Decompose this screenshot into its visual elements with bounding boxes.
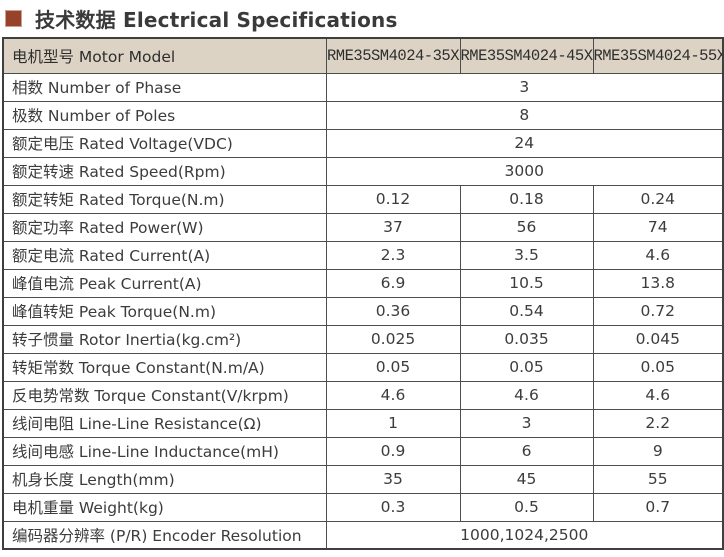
row-label: 线间电阻 Line-Line Resistance(Ω) [2, 408, 327, 438]
row-label: 编码器分辨率 (P/R) Encoder Resolution [2, 520, 327, 550]
row-value: 3.5 [459, 240, 594, 270]
table-row: 线间电阻 Line-Line Resistance(Ω) 1 3 2.2 [2, 408, 724, 438]
row-value: 3 [459, 408, 594, 438]
row-label: 线间电感 Line-Line Inductance(mH) [2, 436, 327, 466]
row-value: 1 [325, 408, 461, 438]
row-value: 4.6 [459, 380, 594, 410]
row-label: 额定转矩 Rated Torque(N.m) [2, 184, 327, 214]
row-value: 10.5 [459, 268, 594, 298]
row-value: 0.7 [592, 492, 724, 522]
table-row: 反电势常数 Torque Constant(V/krpm) 4.6 4.6 4.6 [2, 380, 724, 410]
table-row: 额定转矩 Rated Torque(N.m) 0.12 0.18 0.24 [2, 184, 724, 214]
row-value: 37 [325, 212, 461, 242]
row-label: 峰值电流 Peak Current(A) [2, 268, 327, 298]
row-value: 0.72 [592, 296, 724, 326]
row-value: 0.9 [325, 436, 461, 466]
model-column-1: RME35SM4024-35X [325, 37, 461, 74]
table-row: 额定功率 Rated Power(W) 37 56 74 [2, 212, 724, 242]
row-label: 转矩常数 Torque Constant(N.m/A) [2, 352, 327, 382]
table-row: 额定转速 Rated Speed(Rpm) 3000 [2, 156, 724, 186]
row-value: 9 [592, 436, 724, 466]
row-value: 0.05 [459, 352, 594, 382]
row-value: 0.035 [459, 324, 594, 354]
row-value: 0.36 [325, 296, 461, 326]
row-value: 56 [459, 212, 594, 242]
row-value-merged: 8 [325, 100, 724, 130]
row-value: 0.54 [459, 296, 594, 326]
table-row: 线间电感 Line-Line Inductance(mH) 0.9 6 9 [2, 436, 724, 466]
row-value: 0.05 [592, 352, 724, 382]
table-row: 转子惯量 Rotor Inertia(kg.cm²) 0.025 0.035 0.04… [2, 324, 724, 354]
row-label: 额定功率 Rated Power(W) [2, 212, 327, 242]
row-value-merged: 1000,1024,2500 [325, 520, 724, 550]
table-row: 额定电压 Rated Voltage(VDC) 24 [2, 128, 724, 158]
row-label: 额定电流 Rated Current(A) [2, 240, 327, 270]
row-label: 峰值转矩 Peak Torque(N.m) [2, 296, 327, 326]
table-row: 相数 Number of Phase 3 [2, 72, 724, 102]
row-value: 0.24 [592, 184, 724, 214]
row-value-merged: 24 [325, 128, 724, 158]
table-row: 极数 Number of Poles 8 [2, 100, 724, 130]
row-value: 74 [592, 212, 724, 242]
row-value: 13.8 [592, 268, 724, 298]
section-title-bar: 技术数据 Electrical Specifications [0, 0, 724, 32]
row-label: 额定电压 Rated Voltage(VDC) [2, 128, 327, 158]
page-title: 技术数据 Electrical Specifications [35, 8, 398, 32]
motor-model-header: 电机型号 Motor Model [2, 37, 327, 74]
spec-table-body: 电机型号 Motor Model RME35SM4024-35X RME35SM… [2, 37, 724, 550]
row-value: 4.6 [325, 380, 461, 410]
table-row: 电机重量 Weight(kg) 0.3 0.5 0.7 [2, 492, 724, 522]
row-value: 0.5 [459, 492, 594, 522]
table-row: 转矩常数 Torque Constant(N.m/A) 0.05 0.05 0.05 [2, 352, 724, 382]
table-row: 峰值转矩 Peak Torque(N.m) 0.36 0.54 0.72 [2, 296, 724, 326]
table-row: 编码器分辨率 (P/R) Encoder Resolution 1000,1024… [2, 520, 724, 550]
row-label: 反电势常数 Torque Constant(V/krpm) [2, 380, 327, 410]
row-value: 0.05 [325, 352, 461, 382]
row-value: 2.2 [592, 408, 724, 438]
row-value: 6 [459, 436, 594, 466]
row-value-merged: 3000 [325, 156, 724, 186]
row-value: 45 [459, 464, 594, 494]
model-column-2: RME35SM4024-45X [459, 37, 594, 74]
row-value: 6.9 [325, 268, 461, 298]
row-value: 55 [592, 464, 724, 494]
row-value-merged: 3 [325, 72, 724, 102]
row-label: 相数 Number of Phase [2, 72, 327, 102]
row-value: 0.045 [592, 324, 724, 354]
row-label: 电机重量 Weight(kg) [2, 492, 327, 522]
table-header-row: 电机型号 Motor Model RME35SM4024-35X RME35SM… [2, 37, 724, 74]
table-row: 机身长度 Length(mm) 35 45 55 [2, 464, 724, 494]
row-value: 2.3 [325, 240, 461, 270]
row-label: 机身长度 Length(mm) [2, 464, 327, 494]
table-row: 峰值电流 Peak Current(A) 6.9 10.5 13.8 [2, 268, 724, 298]
row-label: 额定转速 Rated Speed(Rpm) [2, 156, 327, 186]
row-value: 0.3 [325, 492, 461, 522]
row-value: 35 [325, 464, 461, 494]
model-column-3: RME35SM4024-55X [592, 37, 724, 74]
table-row: 额定电流 Rated Current(A) 2.3 3.5 4.6 [2, 240, 724, 270]
row-label: 转子惯量 Rotor Inertia(kg.cm²) [2, 324, 327, 354]
row-value: 0.18 [459, 184, 594, 214]
row-value: 0.025 [325, 324, 461, 354]
row-value: 0.12 [325, 184, 461, 214]
row-value: 4.6 [592, 240, 724, 270]
section-bullet-icon [5, 10, 22, 27]
electrical-specifications-table: 电机型号 Motor Model RME35SM4024-35X RME35SM… [2, 37, 724, 550]
row-label: 极数 Number of Poles [2, 100, 327, 130]
row-value: 4.6 [592, 380, 724, 410]
